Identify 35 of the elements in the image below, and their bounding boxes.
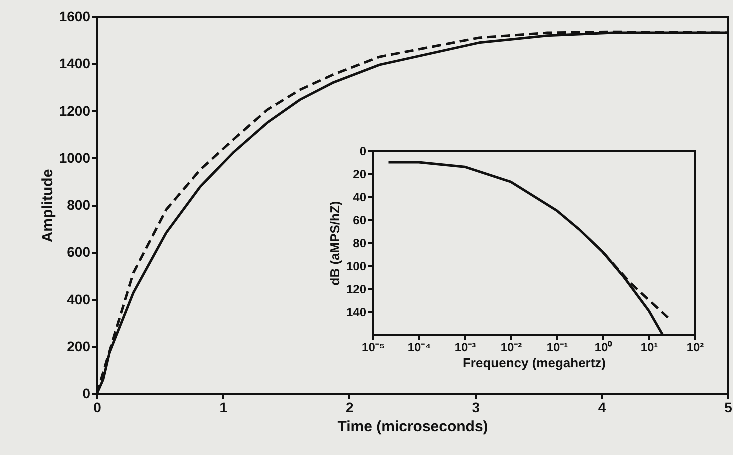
x-tick-label: 2 xyxy=(346,400,354,416)
x-tick-label: 10⁻⁴ xyxy=(408,340,432,354)
x-tick-label: 1 xyxy=(220,400,228,416)
x-tick-label: 3 xyxy=(472,400,480,416)
y-tick-label: 1600 xyxy=(59,8,91,24)
x-tick-label: 10⁰ xyxy=(594,340,614,354)
y-tick-label: 20 xyxy=(353,168,367,182)
y-tick-label: 600 xyxy=(67,244,91,260)
y-axis-title: dB (aMPS/hZ) xyxy=(327,201,342,286)
y-tick-label: 0 xyxy=(360,144,367,158)
y-tick-label: 0 xyxy=(82,386,91,402)
y-tick-label: 1000 xyxy=(59,150,91,166)
y-tick-label: 100 xyxy=(346,260,367,274)
x-tick-label: 4 xyxy=(598,400,606,416)
y-tick-label: 120 xyxy=(346,282,367,296)
y-tick-label: 400 xyxy=(67,291,91,308)
x-tick-label: 10² xyxy=(686,340,704,354)
y-tick-label: 80 xyxy=(353,236,367,250)
y-axis-title: Amplitude xyxy=(39,169,56,243)
x-tick-label: 10⁻¹ xyxy=(546,340,568,354)
y-tick-label: 800 xyxy=(67,197,91,213)
y-tick-label: 140 xyxy=(346,306,367,320)
y-tick-label: 1200 xyxy=(59,102,91,119)
y-tick-label: 1400 xyxy=(59,56,91,72)
x-axis-title: Frequency (megahertz) xyxy=(462,356,606,370)
y-tick-label: 40 xyxy=(353,190,367,204)
x-tick-label: 5 xyxy=(724,400,733,416)
x-axis-title: Time (microseconds) xyxy=(338,418,488,436)
x-tick-label: 0 xyxy=(94,400,102,416)
x-tick-label: 10⁻² xyxy=(500,340,522,354)
x-tick-label: 10⁻³ xyxy=(454,340,476,354)
x-tick-label: 10¹ xyxy=(640,340,658,354)
y-tick-label: 60 xyxy=(353,214,367,228)
x-tick-label: 10⁻⁵ xyxy=(362,340,385,354)
y-tick-label: 200 xyxy=(67,338,91,354)
